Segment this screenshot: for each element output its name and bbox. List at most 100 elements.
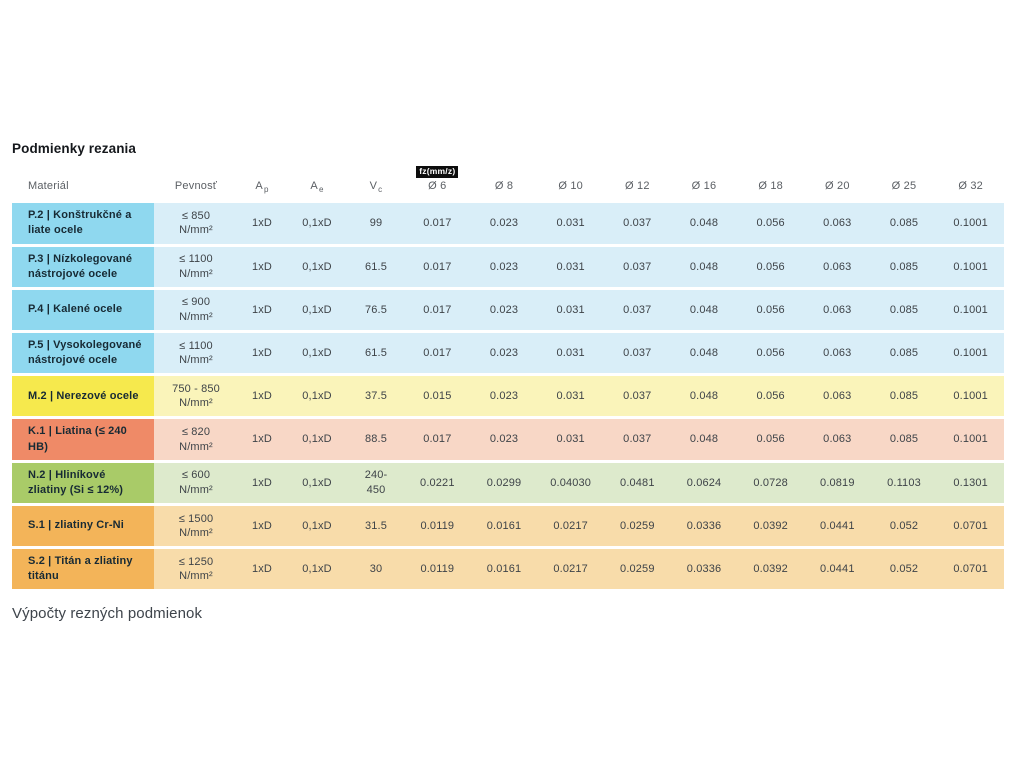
table-row: P.4 | Kalené ocele ≤ 900 N/mm² 1xD 0,1xD 76.… (12, 289, 1004, 330)
ap-cell: 1xD (251, 260, 272, 273)
column-header-diameter: Ø 12 (604, 166, 671, 200)
fz-cell: 0.063 (823, 217, 852, 230)
column-header-diameter: Ø 16 (671, 166, 738, 200)
fz-cell: 0.085 (889, 303, 919, 316)
fz-cell: 0.056 (756, 433, 785, 446)
fz-cell: 0.017 (423, 217, 452, 230)
fz-cell: 0.063 (823, 433, 852, 446)
fz-cell: 0.1103 (887, 476, 921, 489)
fz-cell: 0.037 (623, 260, 652, 273)
column-header-material: Materiál (28, 180, 69, 193)
fz-cell: 0.023 (489, 260, 519, 273)
material-cell: S.1 | zliatiny Cr-Ni (12, 506, 154, 547)
fz-cell: 0.048 (689, 217, 719, 230)
fz-cell: 0.048 (689, 346, 719, 359)
material-cell: P.2 | Konštrukčné a liate ocele (12, 203, 154, 244)
table-row: K.1 | Liatina (≤ 240 HB) ≤ 820 N/mm² 1xD 0,… (12, 419, 1004, 460)
fz-cell: 0.0119 (420, 519, 455, 532)
ap-cell: 1xD (251, 519, 272, 532)
section-heading-calculations: Výpočty rezných podmienok (12, 605, 203, 623)
fz-cell: 0.056 (756, 260, 785, 273)
fz-cell: 0.0217 (553, 519, 588, 532)
fz-cell: 0.031 (556, 346, 585, 359)
fz-cell: 0.056 (756, 303, 785, 316)
fz-cell: 0.0701 (953, 519, 988, 532)
fz-cell: 0.0259 (620, 519, 655, 532)
fz-cell: 0.0701 (953, 562, 988, 575)
fz-cell: 0.0392 (753, 519, 788, 532)
fz-cell: 0.1001 (953, 217, 988, 230)
fz-cell: 0.0441 (820, 519, 855, 532)
cutting-conditions-table: Materiál Pevnosť Ap Ae Vc fz(mm/z) Ø 6 Ø 8… (12, 165, 1012, 590)
column-header-strength: Pevnosť (174, 180, 218, 193)
ap-cell: 1xD (251, 346, 272, 359)
ae-cell: 0,1xD (302, 303, 332, 316)
column-header-diameter: Ø 32 (937, 166, 1004, 200)
fz-cell: 0.031 (556, 433, 585, 446)
vc-cell: 99 (369, 217, 383, 230)
fz-cell: 0.031 (556, 260, 585, 273)
fz-cell: 0.023 (489, 433, 519, 446)
material-cell: K.1 | Liatina (≤ 240 HB) (12, 419, 154, 460)
fz-cell: 0.037 (623, 346, 652, 359)
strength-cell: ≤ 1250 N/mm² (178, 555, 214, 583)
fz-cell: 0.0624 (686, 476, 722, 489)
fz-cell: 0.017 (423, 303, 452, 316)
fz-cell: 0.037 (623, 390, 652, 403)
fz-cell: 0.04030 (550, 476, 592, 489)
column-header-diameter: Ø 25 (871, 166, 938, 200)
column-header-diameter: Ø 20 (804, 166, 871, 200)
fz-cell: 0.0728 (753, 476, 788, 489)
fz-cell: 0.056 (756, 390, 785, 403)
fz-cell: 0.1301 (953, 476, 988, 489)
fz-cell: 0.085 (889, 433, 919, 446)
fz-cell: 0.0217 (553, 562, 588, 575)
ap-cell: 1xD (251, 433, 272, 446)
diameter-label: Ø 8 (494, 180, 514, 193)
diameter-label: Ø 25 (891, 180, 917, 193)
ae-cell: 0,1xD (302, 476, 332, 489)
ae-cell: 0,1xD (302, 346, 332, 359)
fz-cell: 0.063 (823, 303, 852, 316)
column-header-diameter: Ø 10 (537, 166, 604, 200)
diameter-label: Ø 18 (758, 180, 783, 193)
fz-cell: 0.048 (689, 260, 719, 273)
table-row: P.5 | Vysokolegované nástrojové ocele ≤ 1… (12, 332, 1004, 374)
vc-cell: 61.5 (364, 260, 387, 273)
fz-cell: 0.023 (489, 217, 519, 230)
column-header-diameter: Ø 8 (471, 166, 538, 200)
fz-cell: 0.048 (689, 303, 719, 316)
fz-cell: 0.0221 (420, 476, 455, 489)
vc-cell: 61.5 (364, 346, 387, 359)
fz-cell: 0.0481 (620, 476, 655, 489)
fz-cell: 0.031 (556, 303, 585, 316)
fz-cell: 0.1001 (953, 303, 988, 316)
strength-cell: 750 - 850 N/mm² (172, 382, 220, 410)
fz-cell: 0.085 (889, 390, 919, 403)
ae-cell: 0,1xD (302, 217, 332, 230)
diameter-label: Ø 10 (558, 180, 583, 193)
fz-cell: 0.037 (623, 433, 652, 446)
material-cell: M.2 | Nerezové ocele (12, 376, 154, 417)
ae-cell: 0,1xD (302, 519, 332, 532)
ap-cell: 1xD (251, 476, 272, 489)
ap-cell: 1xD (251, 303, 272, 316)
fz-cell: 0.0119 (420, 562, 455, 575)
fz-cell: 0.023 (489, 346, 519, 359)
ap-cell: 1xD (251, 390, 272, 403)
vc-cell: 76.5 (364, 303, 387, 316)
fz-cell: 0.031 (556, 390, 585, 403)
strength-cell: ≤ 900 N/mm² (179, 296, 213, 323)
fz-cell: 0.0336 (686, 562, 722, 575)
ae-cell: 0,1xD (302, 390, 332, 403)
fz-cell: 0.048 (689, 390, 719, 403)
material-cell: S.2 | Titán a zliatiny titánu (12, 549, 154, 590)
fz-cell: 0.063 (823, 346, 852, 359)
column-header-ap: Ap (255, 180, 269, 195)
material-cell: P.4 | Kalené ocele (12, 289, 154, 330)
fz-cell: 0.017 (423, 433, 452, 446)
ae-cell: 0,1xD (302, 562, 332, 575)
fz-cell: 0.1001 (953, 346, 988, 359)
diameter-label: Ø 32 (958, 180, 983, 193)
fz-cell: 0.023 (489, 303, 519, 316)
